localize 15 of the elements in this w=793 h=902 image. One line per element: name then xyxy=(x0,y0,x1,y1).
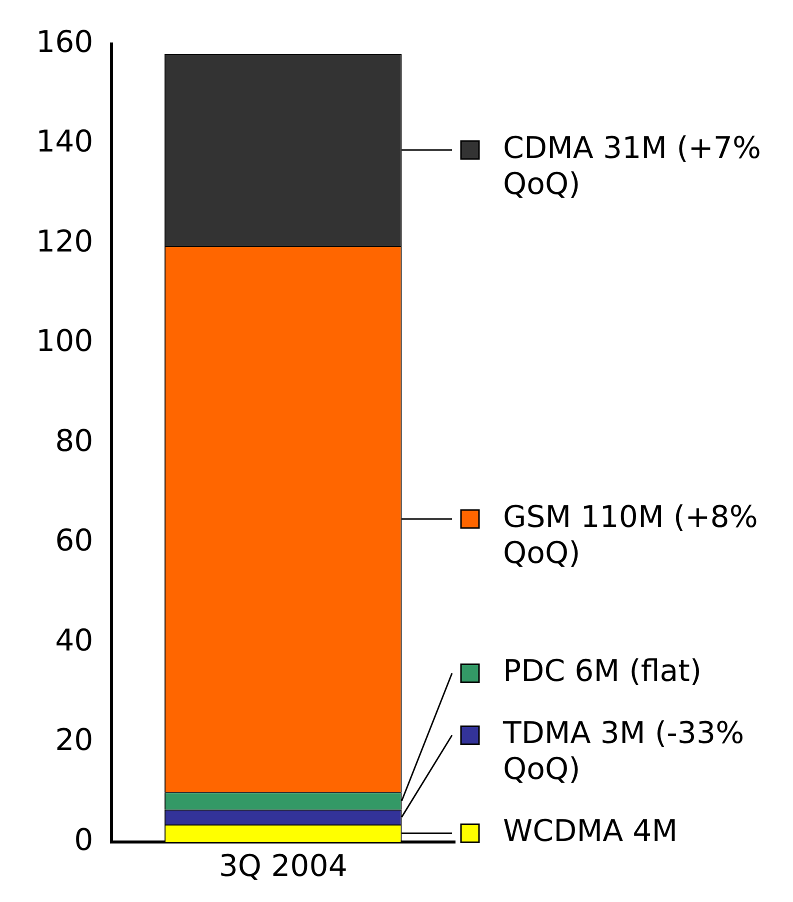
y-tick-label: 20 xyxy=(55,723,94,758)
legend-label: GSM 110M (+8% QoQ) xyxy=(503,500,758,571)
y-tick-label: 0 xyxy=(74,822,94,858)
x-tick-label: 3Q 2004 xyxy=(218,848,348,884)
legend-label: WCDMA 4M xyxy=(503,814,678,850)
y-tick-label: 60 xyxy=(55,524,94,559)
legend-label: TDMA 3M (-33% QoQ) xyxy=(502,716,744,788)
y-tick-label: 160 xyxy=(36,24,94,60)
legend-label: CDMA 31M (+7% QoQ) xyxy=(503,130,762,202)
y-tick-label: 140 xyxy=(36,124,94,160)
legend-label: PDC 6M (flat) xyxy=(503,654,702,690)
y-tick-label: 120 xyxy=(36,224,94,260)
y-tick-label: 40 xyxy=(55,623,94,658)
y-tick-label: 80 xyxy=(55,424,94,459)
y-tick-label: 100 xyxy=(36,324,94,360)
